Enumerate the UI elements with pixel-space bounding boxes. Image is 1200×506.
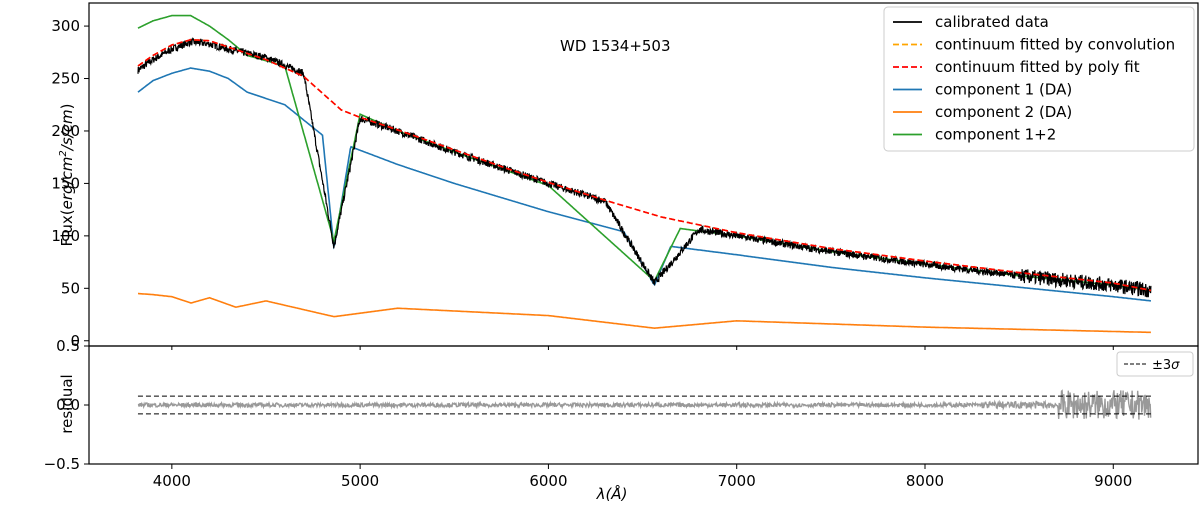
residual-legend: ±3σ (1116, 351, 1194, 377)
x-ticks: 4000 5000 6000 7000 8000 9000 (153, 346, 1132, 490)
component-2-da-line (138, 292, 1152, 334)
flux-y-tick-label: 50 (61, 279, 80, 297)
x-axis-label: λ(Å) (596, 484, 628, 503)
continuum-fitted-by-poly-fit-line (137, 38, 1152, 292)
legend-label-component-1-da: component 1 (DA) (935, 81, 1072, 99)
flux-legend-box (883, 6, 1195, 152)
calibrated-data-line (137, 37, 1152, 298)
legend-label-component-2-da: component 2 (DA) (935, 103, 1072, 121)
legend-label-component-1-2: component 1+2 (935, 126, 1056, 144)
residual-y-tick-label: 0.0 (56, 396, 80, 414)
flux-plot-area (137, 14, 1152, 334)
residual-plot-area (137, 389, 1152, 420)
residual-y-ticks: −0.5 0.0 0.5 (44, 337, 89, 473)
legend-label-three-sigma: ±3σ (1152, 358, 1180, 373)
flux-y-axis-label: Flux(erg/cm2/s/cm) (58, 104, 76, 247)
flux-y-tick-label: 150 (51, 174, 80, 192)
legend-label-calibrated-data: calibrated data (935, 13, 1049, 31)
x-tick-label: 5000 (341, 472, 379, 490)
x-tick-label: 7000 (718, 472, 756, 490)
residual-y-tick-label: −0.5 (44, 455, 80, 473)
flux-y-ticks: 0 50 100 150 200 250 300 (51, 17, 89, 350)
residual-panel: −0.5 0.0 0.5 4000 5000 6000 7000 8000 9000 resi… (44, 337, 1199, 503)
residual-legend-box (1116, 351, 1194, 377)
object-annotation: WD 1534+503 (560, 37, 671, 55)
residual-y-tick-label: 0.5 (56, 337, 80, 355)
x-tick-label: 9000 (1094, 472, 1132, 490)
flux-legend: calibrated data continuum fitted by convo… (883, 6, 1195, 152)
residual-y-axis-label: residual (58, 374, 76, 433)
flux-y-tick-label: 200 (51, 122, 80, 140)
x-tick-label: 6000 (529, 472, 567, 490)
x-tick-label: 4000 (153, 472, 191, 490)
flux-y-tick-label: 0 (70, 332, 80, 350)
flux-panel: 0 50 100 150 200 250 300 WD 1534+503 Flux(erg/… (51, 2, 1199, 350)
residual-line (137, 389, 1152, 420)
flux-y-tick-label: 250 (51, 70, 80, 88)
x-tick-label: 8000 (906, 472, 944, 490)
legend-label-continuum-fitted-by-convolution: continuum fitted by convolution (935, 36, 1175, 54)
flux-y-tick-label: 300 (51, 17, 80, 35)
flux-y-tick-label: 100 (51, 227, 80, 245)
legend-label-continuum-fitted-by-poly-fit: continuum fitted by poly fit (935, 58, 1140, 76)
